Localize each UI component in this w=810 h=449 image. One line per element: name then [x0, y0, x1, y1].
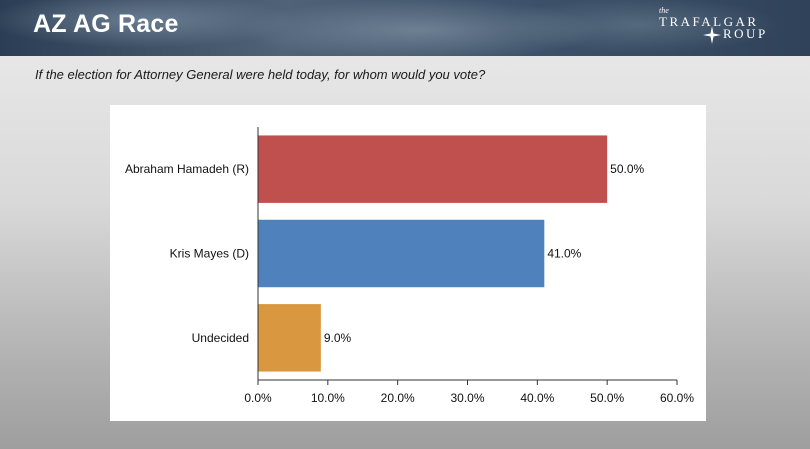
value-label-1: 41.0% [547, 247, 581, 261]
logo-line2: ROUP [723, 26, 768, 41]
x-tick-label-4: 40.0% [520, 391, 554, 405]
category-label-1: Kris Mayes (D) [170, 247, 249, 261]
logo-line1: TRAFALGAR [659, 14, 759, 29]
value-label-0: 50.0% [610, 162, 644, 176]
logo-the: the [659, 6, 669, 15]
x-tick-label-6: 60.0% [660, 391, 694, 405]
x-tick-label-0: 0.0% [244, 391, 272, 405]
bar-2 [258, 304, 321, 372]
value-label-2: 9.0% [324, 331, 352, 345]
x-tick-label-2: 20.0% [381, 391, 415, 405]
trafalgar-group-logo: the TRAFALGAR ROUP [655, 4, 780, 50]
chart-card: Abraham Hamadeh (R) 50.0% Kris Mayes (D) 41… [110, 105, 706, 421]
header-banner: AZ AG Race the TRAFALGAR ROUP [0, 0, 810, 56]
bar-0 [258, 135, 608, 203]
survey-question: If the election for Attorney General wer… [35, 67, 486, 82]
category-label-0: Abraham Hamadeh (R) [125, 162, 249, 176]
slide-title: AZ AG Race [33, 10, 179, 38]
x-tick-label-5: 50.0% [590, 391, 624, 405]
bar-1 [258, 219, 545, 288]
bar-chart: Abraham Hamadeh (R) 50.0% Kris Mayes (D) 41… [125, 127, 694, 405]
x-tick-label-1: 10.0% [311, 391, 345, 405]
compass-star-icon [703, 26, 721, 44]
category-label-2: Undecided [192, 331, 249, 345]
x-tick-label-3: 30.0% [450, 391, 484, 405]
